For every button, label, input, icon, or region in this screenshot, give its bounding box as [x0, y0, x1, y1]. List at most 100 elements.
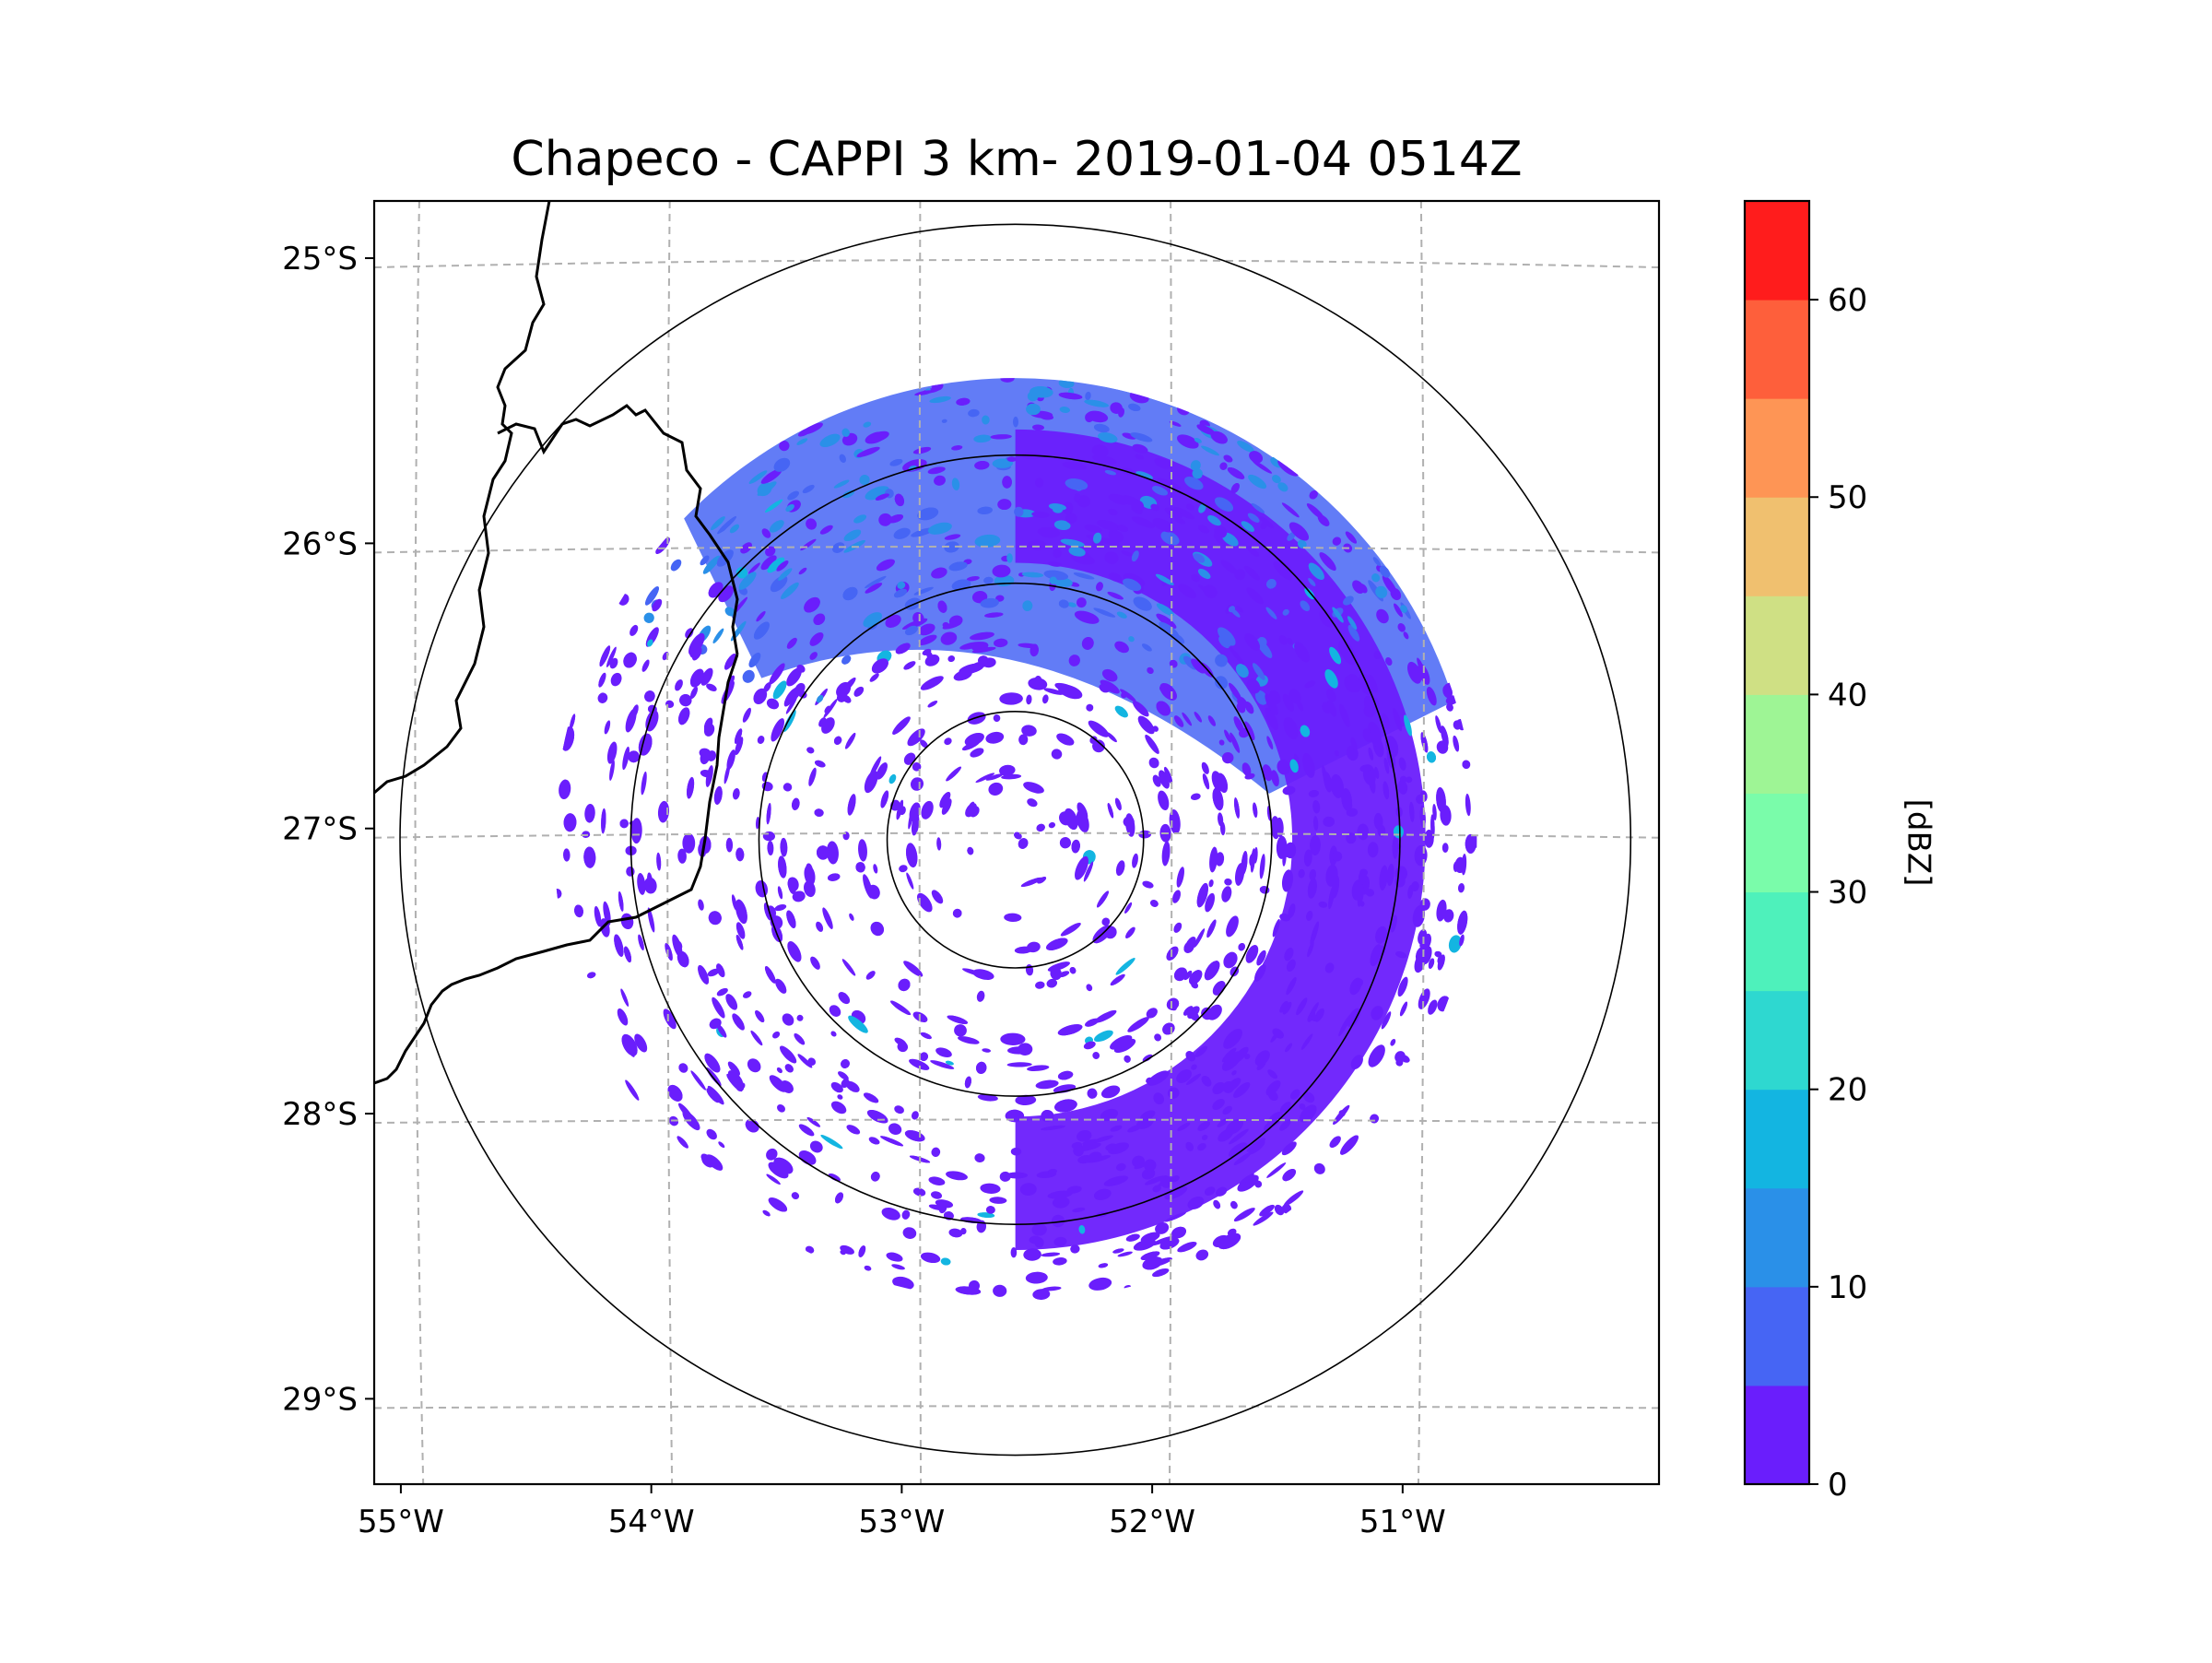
echo-cell — [823, 698, 838, 718]
echo-cell — [1108, 508, 1118, 515]
echo-cell — [1220, 560, 1238, 574]
echo-cell — [1195, 1249, 1209, 1261]
echo-cell — [1390, 914, 1397, 933]
echo-cell — [1031, 511, 1050, 518]
echo-cell — [1430, 814, 1435, 840]
echo-cell — [974, 1153, 985, 1163]
echo-cell — [1172, 506, 1195, 520]
echo-cell — [782, 783, 793, 792]
echo-cell — [1074, 493, 1080, 502]
echo-cell — [1152, 486, 1168, 496]
echo-cell — [1150, 900, 1159, 907]
echo-cell — [1307, 1010, 1316, 1022]
echo-cell — [1217, 773, 1228, 794]
echo-cell — [867, 430, 889, 443]
echo-cell — [1015, 1094, 1037, 1106]
echo-cell — [942, 621, 962, 630]
echo-cell — [1204, 961, 1220, 981]
echo-cell — [814, 808, 824, 817]
echo-cell — [716, 988, 728, 997]
echo-cell — [1307, 941, 1314, 958]
echo-cell — [1018, 1043, 1033, 1056]
echo-cell — [835, 1192, 843, 1204]
colorbar-band — [1745, 398, 1809, 498]
echo-cell — [912, 612, 924, 625]
echo-cell — [1409, 801, 1415, 822]
echo-cell — [1265, 693, 1278, 715]
echo-cell — [796, 1014, 804, 1021]
echo-cell — [1158, 790, 1170, 811]
echo-cell — [1300, 600, 1311, 611]
echo-cell — [1253, 1211, 1274, 1226]
echo-cell — [1019, 1183, 1037, 1197]
echo-cell — [1279, 1102, 1291, 1114]
echo-cell — [1277, 482, 1288, 492]
echo-cell — [980, 1183, 1001, 1194]
echo-cell — [1124, 1055, 1131, 1063]
echo-cell — [1250, 848, 1255, 873]
echo-cell — [1279, 1000, 1288, 1013]
echo-cell — [678, 1063, 688, 1073]
echo-cell — [993, 1284, 1007, 1297]
echo-cell — [705, 765, 713, 787]
echo-cell — [1400, 605, 1407, 613]
echo-cell — [1236, 664, 1249, 678]
echo-cell — [853, 514, 867, 524]
echo-cell — [1070, 1244, 1080, 1254]
echo-cell — [1272, 918, 1280, 938]
echo-cell — [1390, 1038, 1396, 1046]
echo-cell — [899, 865, 908, 873]
echo-cell — [1371, 573, 1381, 583]
echo-cell — [924, 655, 940, 666]
echo-cell — [712, 997, 725, 1019]
echo-cell — [1043, 570, 1068, 581]
echo-cell — [845, 732, 856, 749]
x-axis-ticks: 55°W 54°W 53°W 52°W 51°W — [358, 1484, 1446, 1540]
echo-cell — [1031, 1223, 1047, 1236]
echo-cell — [1081, 636, 1094, 650]
echo-cell — [1171, 1226, 1186, 1239]
echo-cell — [1266, 736, 1274, 750]
echo-cell — [1265, 1080, 1281, 1096]
echo-cell — [1130, 432, 1153, 442]
echo-cell — [909, 802, 921, 821]
echo-cell — [1098, 432, 1118, 443]
echo-cell — [667, 1084, 683, 1102]
echo-cell — [1100, 1108, 1119, 1122]
echo-cell — [894, 1037, 907, 1046]
echo-cell — [1190, 793, 1201, 801]
echo-cell — [796, 664, 806, 673]
echo-cell — [1436, 787, 1446, 813]
echo-cell — [1289, 1089, 1300, 1100]
echo-cell — [803, 422, 823, 435]
echo-cell — [1264, 1122, 1274, 1131]
echo-cell — [1060, 923, 1081, 937]
echo-cell — [677, 1136, 688, 1149]
echo-cell — [1198, 525, 1209, 534]
echo-cell — [876, 559, 895, 572]
echo-cell — [1254, 690, 1268, 705]
echo-cell — [1262, 764, 1273, 782]
echo-cell — [738, 572, 757, 590]
echo-cell — [931, 890, 944, 904]
echo-cell — [838, 1071, 849, 1080]
echo-cell — [1089, 736, 1098, 744]
colorbar-band — [1745, 1385, 1809, 1485]
echo-cell — [1000, 1032, 1026, 1046]
echo-cell — [1004, 913, 1022, 923]
echo-cell — [1028, 678, 1048, 690]
echo-cell — [1308, 577, 1316, 587]
echo-cell — [1218, 636, 1230, 649]
echo-cell — [1186, 1073, 1201, 1085]
echo-cell — [1006, 1172, 1028, 1179]
echo-cell — [1237, 696, 1247, 709]
echo-cell — [806, 863, 813, 877]
colorbar-tick-label: 50 — [1828, 479, 1867, 516]
echo-cell — [1223, 454, 1233, 463]
echo-cell — [976, 990, 985, 1002]
echo-cell — [1318, 901, 1328, 908]
echo-cell — [725, 994, 738, 1010]
echo-cell — [1201, 1076, 1212, 1087]
echo-cell — [1229, 682, 1241, 702]
echo-cell — [609, 760, 615, 781]
